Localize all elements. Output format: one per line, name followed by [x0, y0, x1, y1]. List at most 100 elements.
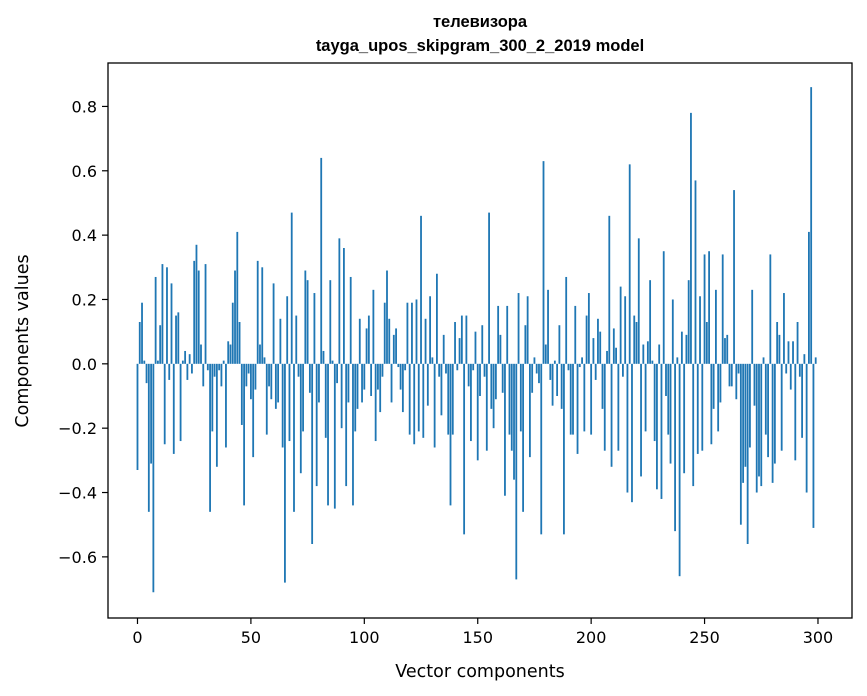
bar — [637, 238, 640, 364]
bar — [390, 363, 393, 403]
bar — [188, 354, 191, 364]
bar — [245, 363, 248, 387]
bar — [426, 363, 429, 406]
bar — [372, 289, 375, 364]
bar — [617, 363, 620, 451]
bar — [753, 363, 756, 406]
bar — [592, 338, 595, 364]
bar — [311, 363, 314, 544]
bar — [812, 363, 815, 528]
bar — [597, 318, 599, 364]
bar — [674, 363, 676, 532]
bar — [379, 363, 382, 413]
bar — [735, 363, 738, 400]
bar — [547, 289, 549, 364]
bar — [572, 363, 574, 435]
chart-subtitle: tayga_upos_skipgram_300_2_2019 model — [316, 37, 644, 55]
bar — [436, 273, 438, 364]
chart-title: телевизора — [433, 13, 528, 31]
bar — [388, 318, 391, 364]
bar — [252, 363, 255, 458]
bar — [272, 283, 275, 364]
bar — [206, 363, 209, 371]
bar — [558, 325, 561, 364]
bar — [476, 363, 479, 461]
bar — [481, 325, 484, 364]
x-tick-label: 150 — [462, 628, 493, 647]
bar-series — [136, 87, 817, 593]
bar — [157, 360, 159, 364]
bar — [438, 363, 441, 377]
x-tick-label: 50 — [241, 628, 261, 647]
bar — [377, 363, 379, 390]
bar — [529, 363, 531, 458]
bar — [222, 360, 225, 364]
bar — [179, 363, 182, 442]
bar — [302, 363, 304, 432]
bar — [356, 363, 359, 409]
bar — [760, 363, 763, 487]
bar — [585, 315, 588, 364]
y-tick-label: −0.6 — [58, 548, 97, 567]
bar — [506, 305, 509, 364]
bar — [690, 112, 692, 364]
bar — [814, 357, 817, 364]
bar — [263, 357, 266, 364]
bar — [780, 363, 783, 451]
bar — [154, 276, 157, 364]
bar — [141, 302, 143, 364]
bar — [159, 325, 162, 364]
bar — [576, 363, 579, 454]
bar — [656, 363, 658, 490]
bar — [431, 357, 434, 364]
bar — [533, 357, 536, 364]
bar — [243, 363, 245, 506]
bar — [293, 363, 295, 512]
bar — [306, 280, 309, 364]
bar — [749, 363, 751, 448]
x-axis-label: Vector components — [395, 662, 564, 682]
bar — [424, 318, 427, 364]
bar — [250, 363, 252, 400]
y-tick-label: 0.2 — [72, 290, 97, 309]
bar — [510, 363, 513, 451]
bar — [265, 363, 268, 435]
bar — [290, 212, 293, 364]
bar — [218, 363, 221, 371]
bar — [556, 363, 559, 396]
bar — [322, 350, 325, 364]
bar — [764, 363, 767, 435]
bar — [256, 260, 259, 364]
bar — [363, 363, 366, 390]
y-tick-label: 0.0 — [72, 355, 97, 374]
bar — [783, 293, 785, 364]
bar — [671, 299, 674, 364]
bar — [295, 315, 298, 364]
bar — [299, 363, 302, 474]
bar — [612, 328, 615, 364]
bar — [717, 363, 720, 432]
bar — [479, 363, 481, 396]
bar — [152, 363, 155, 593]
bar — [383, 302, 386, 364]
bar — [635, 322, 638, 364]
bar — [138, 322, 141, 364]
bar — [608, 215, 611, 364]
bar — [240, 363, 243, 425]
bar — [626, 363, 629, 493]
bar — [640, 363, 642, 477]
bar — [685, 334, 688, 364]
bar — [662, 251, 665, 364]
bar — [451, 363, 454, 435]
bar — [470, 363, 472, 442]
bar — [778, 334, 781, 364]
bar — [694, 180, 697, 364]
bar — [644, 363, 647, 432]
bar — [449, 363, 452, 506]
bar — [551, 363, 554, 406]
bar — [603, 363, 606, 451]
bar — [803, 354, 806, 364]
bar — [411, 302, 413, 364]
bar — [447, 363, 450, 435]
bar — [773, 363, 776, 464]
